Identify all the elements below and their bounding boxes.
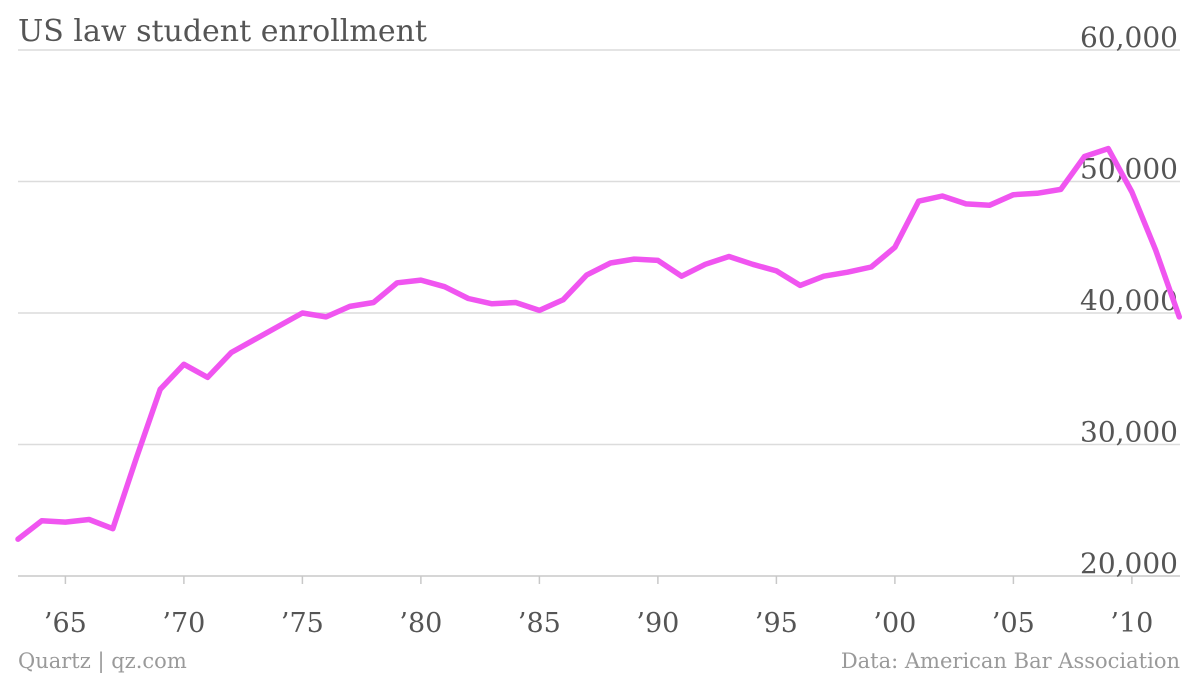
- x-tick-label: ’75: [281, 608, 324, 639]
- x-tick-label: ’85: [518, 608, 561, 639]
- y-tick-label: 20,000: [1080, 547, 1178, 580]
- x-tick-label: ’90: [636, 608, 679, 639]
- y-tick-label: 50,000: [1080, 153, 1178, 186]
- x-tick-label: ’70: [162, 608, 205, 639]
- series-layer: [15, 145, 1183, 542]
- y-tick-label: 40,000: [1080, 284, 1178, 317]
- series-line: [15, 145, 1183, 542]
- x-tick-label: ’05: [992, 608, 1035, 639]
- gridlines: [18, 49, 1180, 577]
- x-tick-label: ’95: [755, 608, 798, 639]
- chart-title: US law student enrollment: [18, 14, 427, 49]
- y-axis-ticks: 60,000 50,000 40,000 30,000 20,000: [1080, 21, 1178, 580]
- x-axis-ticks: ’65 ’70 ’75 ’80 ’85 ’90 ’95 ’00 ’05 ’10: [44, 576, 1153, 639]
- y-tick-label: 60,000: [1080, 21, 1178, 54]
- x-tick-label: ’10: [1110, 608, 1153, 639]
- x-tick-label: ’00: [873, 608, 916, 639]
- y-tick-label: 30,000: [1080, 416, 1178, 449]
- source-text: Data: American Bar Association: [841, 649, 1180, 673]
- x-tick-label: ’65: [44, 608, 87, 639]
- x-tick-label: ’80: [399, 608, 442, 639]
- credit-text: Quartz | qz.com: [18, 649, 187, 674]
